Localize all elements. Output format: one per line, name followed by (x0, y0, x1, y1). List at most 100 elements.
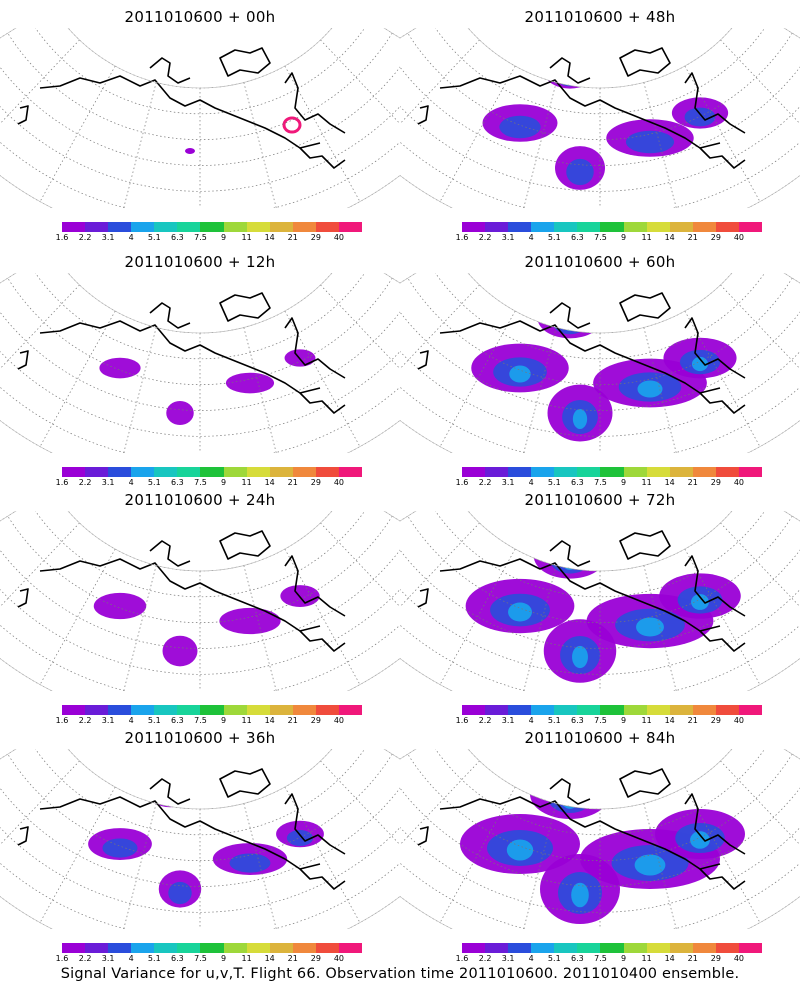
colorbar-label: 2.2 (478, 954, 492, 963)
map-plot (400, 511, 800, 691)
variance-blob-peak (282, 116, 302, 134)
colorbar-swatch (485, 467, 509, 477)
colorbar-label: 7.5 (594, 954, 607, 963)
graticule (400, 273, 800, 453)
map-plot (0, 28, 400, 208)
colorbar-swatch (508, 943, 532, 953)
colorbar-swatch (269, 222, 293, 232)
colorbar: 1.6 2.2 3.1 4 5.1 6.3 7.5 9 11 14 21 29 40 (456, 705, 763, 727)
variance-field (471, 297, 737, 442)
graticule (0, 28, 400, 208)
map-plot (0, 749, 400, 929)
colorbar-swatch (131, 705, 155, 715)
colorbar-swatch (554, 943, 578, 953)
variance-blob (99, 357, 141, 379)
colorbar-swatch (131, 943, 155, 953)
colorbar-swatch (531, 705, 555, 715)
map-panel: 2011010600 + 24h 1.6 2.2 3.1 4 5.1 6.3 7.5 9 11 14… (0, 483, 400, 728)
colorbar-label: 4 (528, 478, 534, 487)
colorbar-label: 9 (220, 954, 227, 963)
colorbar-label: 7.5 (194, 716, 207, 725)
colorbar-label: 5.1 (547, 954, 561, 963)
colorbar-label: 7.5 (594, 478, 607, 487)
colorbar-swatch (623, 943, 647, 953)
colorbar-swatch (646, 943, 670, 953)
colorbar-swatch (715, 222, 739, 232)
map-domain-outline (0, 273, 400, 453)
variance-blob-peak (572, 645, 588, 669)
map-panel: 2011010600 + 00h 1.6 2.2 3.1 4 5.1 6.3 7.5 9 11 14… (0, 0, 400, 245)
colorbar-swatch (292, 467, 316, 477)
figure-caption: Signal Variance for u,v,T. Flight 66. Ob… (60, 966, 740, 982)
colorbar-label: 6.3 (171, 478, 184, 487)
colorbar-swatch (669, 222, 693, 232)
colorbar-label: 7.5 (594, 233, 607, 242)
graticule (0, 273, 400, 453)
colorbar-label: 14 (664, 954, 675, 963)
colorbar-swatch (108, 943, 132, 953)
colorbar-label: 21 (687, 716, 698, 725)
map-domain-outline (400, 273, 800, 453)
colorbar: 1.6 2.2 3.1 4 5.1 6.3 7.5 9 11 14 21 29 40 (456, 943, 763, 965)
colorbar-label: 29 (310, 716, 321, 725)
colorbar-swatch (646, 467, 670, 477)
colorbar-label: 1.6 (55, 478, 69, 487)
colorbar-swatch (292, 705, 316, 715)
variance-blob-core (499, 115, 541, 139)
colorbar-swatch (62, 222, 86, 232)
variance-blob (162, 635, 198, 667)
colorbar-label: 11 (641, 233, 652, 242)
colorbar-label: 5.1 (147, 716, 161, 725)
colorbar-label: 2.2 (78, 478, 92, 487)
colorbar-label: 7.5 (194, 954, 207, 963)
colorbar-swatch (554, 467, 578, 477)
map-panel: 2011010600 + 48h 1.6 2.2 3.1 4 5.1 6.3 7.5 9 11 14… (400, 0, 800, 245)
colorbar-swatch (223, 222, 247, 232)
colorbar-swatch (223, 943, 247, 953)
colorbar-swatch (692, 943, 716, 953)
map-plot (400, 749, 800, 929)
graticule (0, 749, 400, 929)
colorbar-swatch (131, 467, 155, 477)
variance-blob (219, 607, 281, 635)
colorbar-swatch (692, 705, 716, 715)
colorbar-label: 7.5 (194, 233, 207, 242)
panel-title: 2011010600 + 84h (524, 729, 676, 747)
colorbar-swatch (62, 467, 86, 477)
colorbar-swatch (315, 943, 339, 953)
colorbar-label: 14 (264, 233, 275, 242)
coastline (17, 292, 346, 414)
colorbar-swatch (646, 222, 670, 232)
colorbar-swatch (669, 943, 693, 953)
colorbar-swatch (577, 943, 601, 953)
colorbar: 1.6 2.2 3.1 4 5.1 6.3 7.5 9 11 14 21 29 40 (456, 467, 763, 489)
colorbar-label: 5.1 (547, 233, 561, 242)
colorbar-label: 7.5 (594, 716, 607, 725)
variance-blob-core (566, 158, 594, 186)
colorbar-swatch (315, 467, 339, 477)
colorbar-label: 21 (687, 478, 698, 487)
colorbar-label: 11 (641, 954, 652, 963)
colorbar-swatch (692, 222, 716, 232)
colorbar-label: 9 (220, 716, 227, 725)
colorbar-label: 29 (710, 233, 721, 242)
graticule (0, 511, 400, 691)
colorbar-label: 5.1 (547, 478, 561, 487)
variance-blob-peak (562, 316, 578, 332)
colorbar-label: 1.6 (55, 954, 69, 963)
colorbar-swatch (738, 705, 763, 715)
graticule (400, 28, 800, 208)
colorbar-label: 21 (287, 478, 298, 487)
map-domain-outline (400, 28, 800, 208)
colorbar-label: 29 (310, 233, 321, 242)
colorbar-swatch (738, 222, 763, 232)
panel-title: 2011010600 + 00h (124, 8, 276, 26)
colorbar-label: 6.3 (171, 233, 184, 242)
colorbar-label: 11 (241, 716, 252, 725)
map-plot (0, 273, 400, 453)
colorbar-swatch (485, 222, 509, 232)
colorbar-swatch (85, 943, 109, 953)
variance-blob-core (229, 853, 271, 873)
colorbar-swatch (246, 705, 270, 715)
panel-title: 2011010600 + 60h (524, 253, 676, 271)
